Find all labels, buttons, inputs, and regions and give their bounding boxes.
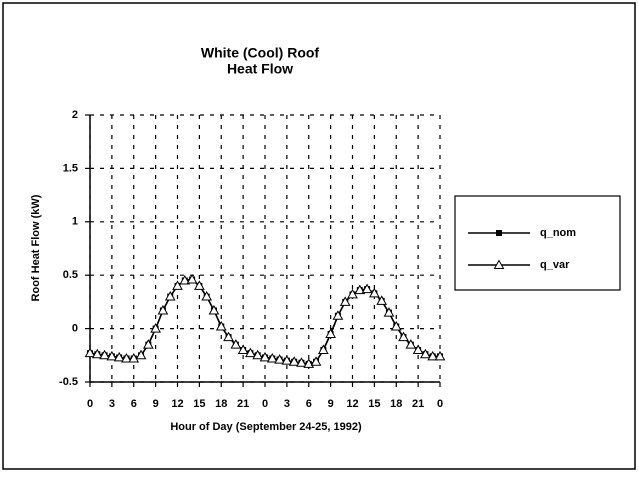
marker bbox=[420, 348, 431, 359]
marker bbox=[412, 344, 424, 354]
marker bbox=[106, 350, 118, 361]
x-tick-label: 21 bbox=[237, 398, 249, 410]
x-tick-label: 0 bbox=[87, 398, 93, 410]
marker bbox=[252, 349, 264, 360]
marker bbox=[427, 350, 439, 361]
marker bbox=[376, 295, 388, 305]
x-axis-label: Hour of Day (September 24-25, 1992) bbox=[170, 421, 362, 433]
y-tick-label: 1 bbox=[72, 216, 78, 228]
marker bbox=[99, 349, 110, 360]
marker bbox=[354, 284, 366, 295]
marker bbox=[361, 283, 373, 294]
x-tick-label: 15 bbox=[368, 398, 380, 410]
x-tick-label: 18 bbox=[390, 398, 402, 410]
marker bbox=[266, 352, 278, 363]
marker bbox=[121, 352, 132, 363]
marker bbox=[172, 280, 183, 290]
x-tick-label: 9 bbox=[153, 398, 159, 410]
chart-title: Heat Flow bbox=[227, 61, 293, 77]
x-tick-label: 0 bbox=[437, 398, 443, 410]
y-tick-label: 1.5 bbox=[63, 162, 78, 174]
x-tick-label: 12 bbox=[346, 398, 358, 410]
marker bbox=[332, 310, 344, 320]
marker bbox=[223, 331, 234, 342]
y-tick-label: -0.5 bbox=[59, 376, 78, 388]
marker bbox=[215, 320, 227, 331]
marker bbox=[369, 287, 380, 298]
marker bbox=[135, 349, 147, 360]
marker bbox=[164, 291, 176, 301]
marker bbox=[296, 357, 307, 367]
frame bbox=[2, 2, 636, 470]
legend bbox=[454, 195, 621, 291]
x-tick-label: 15 bbox=[193, 398, 205, 410]
marker bbox=[288, 356, 300, 366]
marker bbox=[281, 355, 293, 365]
y-tick-label: 0 bbox=[72, 323, 78, 335]
marker bbox=[339, 296, 351, 306]
marker bbox=[405, 339, 417, 349]
series-line bbox=[89, 278, 440, 365]
marker bbox=[208, 304, 220, 315]
marker bbox=[142, 339, 154, 349]
marker bbox=[310, 356, 322, 366]
marker bbox=[383, 307, 395, 317]
marker bbox=[150, 323, 161, 333]
marker bbox=[201, 291, 213, 301]
y-axis-label: Roof Heat Flow (kW) bbox=[30, 194, 42, 301]
marker bbox=[274, 354, 285, 364]
marker bbox=[186, 273, 198, 284]
y-tick-label: 2 bbox=[72, 109, 78, 121]
marker bbox=[259, 351, 271, 362]
x-tick-label: 0 bbox=[262, 398, 268, 410]
marker bbox=[237, 344, 249, 354]
marker bbox=[317, 344, 329, 354]
marker bbox=[496, 230, 502, 236]
marker bbox=[194, 280, 205, 290]
x-tick-label: 6 bbox=[131, 398, 137, 410]
marker bbox=[157, 304, 169, 315]
marker bbox=[91, 348, 103, 359]
x-tick-label: 3 bbox=[109, 398, 115, 410]
marker bbox=[390, 320, 402, 331]
marker bbox=[230, 339, 242, 349]
marker bbox=[245, 347, 256, 358]
x-tick-label: 9 bbox=[328, 398, 334, 410]
x-tick-label: 3 bbox=[284, 398, 290, 410]
marker bbox=[398, 331, 409, 342]
marker bbox=[325, 328, 336, 338]
legend-label: q_var bbox=[540, 259, 570, 271]
marker bbox=[113, 351, 125, 362]
x-tick-label: 21 bbox=[412, 398, 424, 410]
x-tick-label: 6 bbox=[306, 398, 312, 410]
marker bbox=[84, 347, 96, 358]
x-tick-label: 12 bbox=[171, 398, 183, 410]
x-tick-label: 18 bbox=[215, 398, 227, 410]
marker bbox=[179, 275, 191, 285]
marker bbox=[493, 259, 505, 269]
marker bbox=[434, 350, 446, 361]
legend-label: q_nom bbox=[540, 227, 576, 239]
chart-title: White (Cool) Roof bbox=[201, 45, 320, 61]
marker bbox=[128, 352, 140, 363]
series-line bbox=[89, 278, 440, 365]
y-tick-label: 0.5 bbox=[63, 269, 78, 281]
